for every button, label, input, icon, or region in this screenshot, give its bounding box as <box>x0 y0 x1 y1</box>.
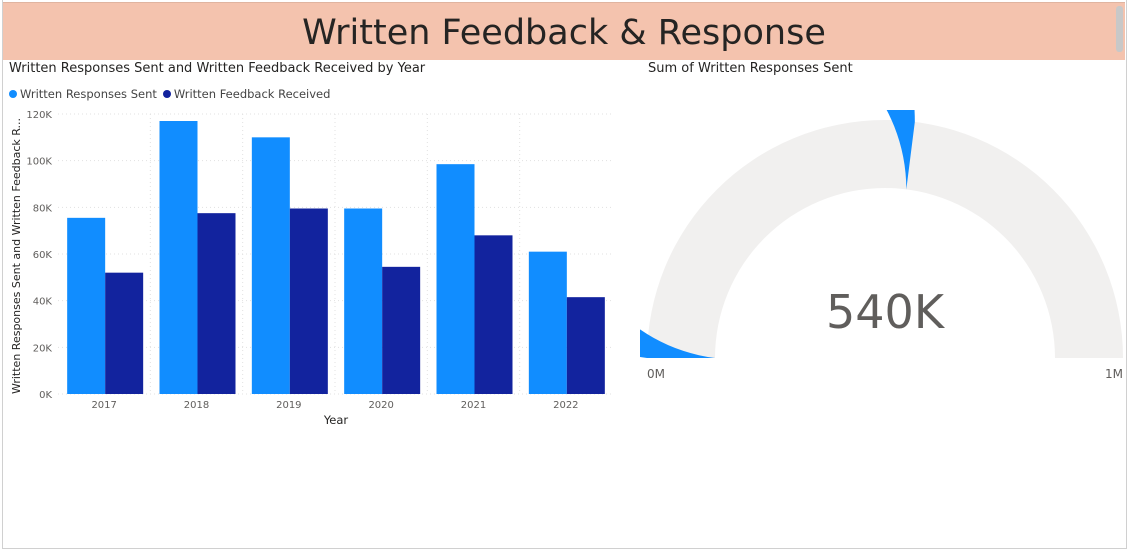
bar-responses-2021[interactable] <box>436 164 475 394</box>
gauge-title: Sum of Written Responses Sent <box>648 61 853 76</box>
gauge-track <box>647 120 1123 358</box>
x-tick-label: 2022 <box>553 400 578 411</box>
x-tick-label: 2020 <box>368 400 393 411</box>
bar-responses-2019[interactable] <box>251 137 290 395</box>
y-tick-label: 20K <box>33 343 53 354</box>
legend-label-responses: Written Responses Sent <box>20 87 157 101</box>
y-axis-title: Written Responses Sent and Written Feedb… <box>10 118 23 394</box>
gauge-min-label: 0M <box>647 367 665 381</box>
bar-feedback-2019[interactable] <box>289 208 328 395</box>
y-tick-label: 40K <box>33 297 53 308</box>
page-title: Written Feedback & Response <box>302 13 826 53</box>
bar-feedback-2018[interactable] <box>197 213 236 394</box>
y-tick-label: 0K <box>39 390 52 401</box>
legend-item-feedback[interactable]: Written Feedback Received <box>162 87 331 101</box>
bar-feedback-2021[interactable] <box>474 235 513 394</box>
x-tick-label: 2018 <box>184 400 209 411</box>
legend-dot-feedback <box>162 90 171 98</box>
y-tick-label: 60K <box>33 250 53 261</box>
legend-dot-responses <box>9 90 17 98</box>
bar-responses-2020[interactable] <box>344 208 383 395</box>
scrollbar-thumb[interactable] <box>1116 6 1123 52</box>
legend-item-responses[interactable]: Written Responses Sent <box>9 87 157 101</box>
y-tick-label: 100K <box>26 157 52 168</box>
bar-feedback-2020[interactable] <box>382 266 421 394</box>
x-tick-label: 2021 <box>461 400 486 411</box>
bar-chart: 0K 20K 40K 60K 80K 100K 120K 2017 2018 2019 2020 2… <box>10 110 612 427</box>
bar-chart-title: Written Responses Sent and Written Feedb… <box>9 61 426 76</box>
bar-responses-2018[interactable] <box>159 121 198 394</box>
y-tick-label: 120K <box>26 110 52 121</box>
y-tick-label: 80K <box>33 203 53 214</box>
bar-responses-2017[interactable] <box>67 217 106 394</box>
x-tick-label: 2019 <box>276 400 301 411</box>
bar-feedback-2017[interactable] <box>105 272 144 394</box>
page-header: Written Feedback & Response <box>3 2 1125 60</box>
bar-feedback-2022[interactable] <box>566 297 605 394</box>
gauge-max-label: 1M <box>1105 367 1123 381</box>
legend-label-feedback: Written Feedback Received <box>173 87 331 101</box>
gauge-value-label: 540K <box>826 285 946 339</box>
bar-responses-2022[interactable] <box>528 251 567 394</box>
x-axis-title: Year <box>323 413 349 427</box>
bar-chart-legend: Written Responses Sent Written Feedback … <box>9 86 336 102</box>
x-tick-label: 2017 <box>91 400 116 411</box>
gauge-chart: 540K 0M 1M <box>640 110 1123 381</box>
